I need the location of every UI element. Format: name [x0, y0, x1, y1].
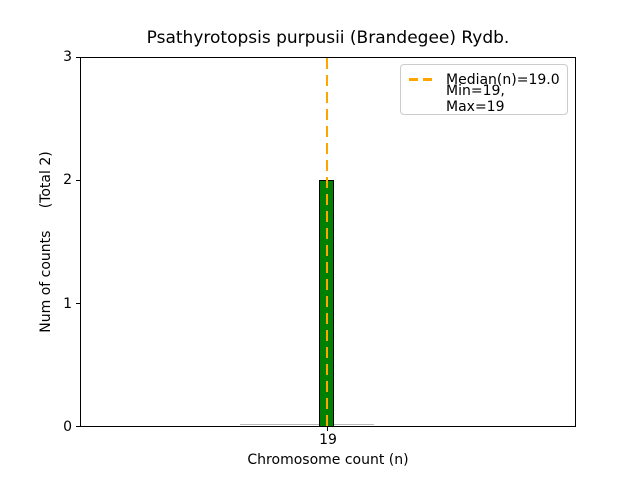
zero-count-bars-baseline — [240, 424, 374, 426]
legend-row-median: Median(n)=19.0 — [409, 70, 560, 89]
legend-row-minmax: Min=19, Max=19 — [409, 83, 559, 115]
y-tick-label-3: 3 — [63, 49, 72, 65]
y-tick-label-0: 0 — [63, 419, 72, 435]
x-tick-label-19: 19 — [319, 432, 337, 448]
median-line — [325, 58, 329, 427]
y-tick-mark-1 — [76, 303, 80, 304]
legend-minmax-label: Min=19, Max=19 — [446, 82, 505, 115]
x-axis-label: Chromosome count (n) — [247, 452, 409, 468]
x-tick-mark-19 — [327, 427, 328, 431]
y-tick-label-1: 1 — [63, 296, 72, 312]
legend-median-label: Median(n)=19.0 — [446, 71, 560, 88]
legend: Median(n)=19.0 Min=19, Max=19 — [400, 64, 568, 115]
y-tick-mark-3 — [76, 57, 80, 58]
y-tick-label-2: 2 — [63, 172, 72, 188]
y-tick-mark-2 — [76, 180, 80, 181]
chart-title: Psathyrotopsis purpusii (Brandegee) Rydb… — [146, 28, 510, 48]
median-dash-sample-icon — [409, 78, 437, 81]
y-tick-mark-0 — [76, 426, 80, 427]
